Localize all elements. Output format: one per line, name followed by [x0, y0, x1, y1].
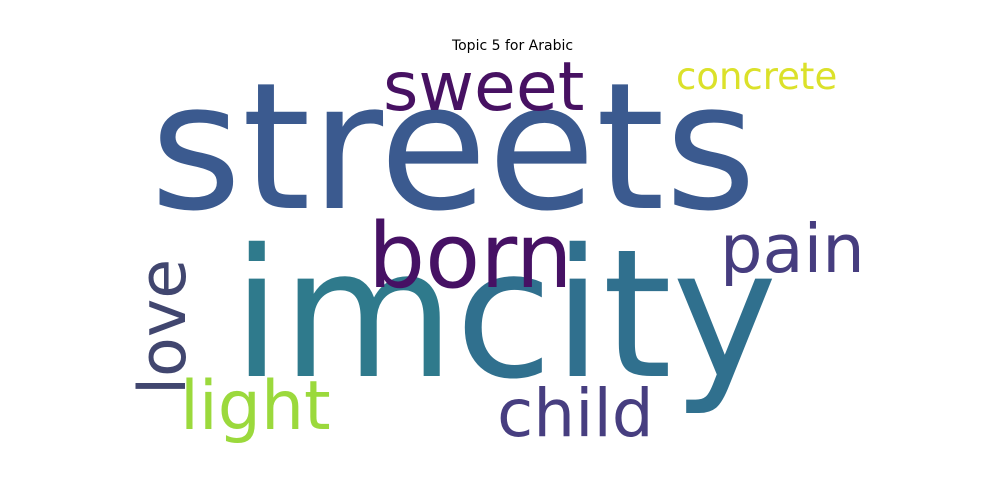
- word-pain: pain: [720, 210, 865, 288]
- word-child: child: [497, 375, 654, 452]
- word-streets: streets: [150, 45, 756, 250]
- word-city: city: [455, 211, 777, 418]
- chart-title: Topic 5 for Arabic: [451, 38, 574, 54]
- word-light: light: [180, 367, 331, 446]
- word-love: love: [126, 259, 201, 395]
- word-concrete: concrete: [676, 55, 837, 98]
- word-im: im: [232, 211, 455, 418]
- word-born: born: [368, 204, 573, 309]
- word-sweet: sweet: [383, 48, 584, 127]
